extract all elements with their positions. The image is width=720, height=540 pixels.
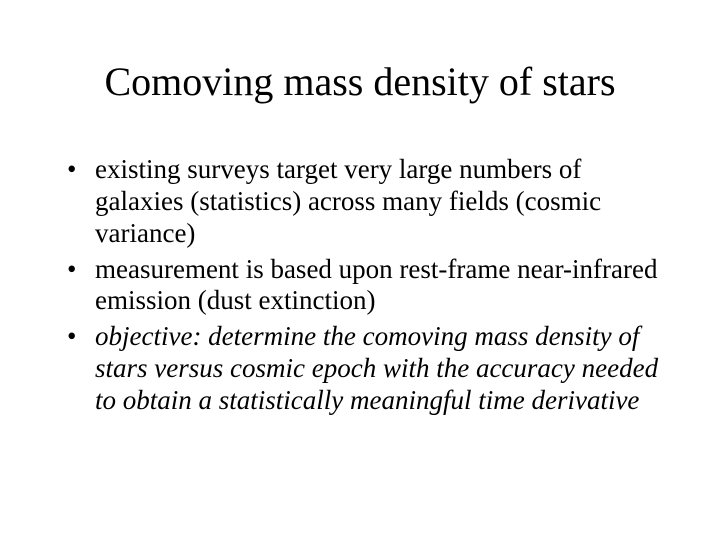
list-item: measurement is based upon rest-frame nea… xyxy=(65,254,665,318)
bullet-list: existing surveys target very large numbe… xyxy=(65,154,665,417)
bullet-text: measurement is based upon rest-frame nea… xyxy=(95,254,657,316)
slide-title: Comoving mass density of stars xyxy=(55,60,665,104)
list-item: existing surveys target very large numbe… xyxy=(65,154,665,250)
list-item: objective: determine the comoving mass d… xyxy=(65,321,665,417)
slide-container: Comoving mass density of stars existing … xyxy=(0,0,720,540)
bullet-text: objective: determine the comoving mass d… xyxy=(95,321,658,415)
bullet-text: existing surveys target very large numbe… xyxy=(95,154,601,248)
